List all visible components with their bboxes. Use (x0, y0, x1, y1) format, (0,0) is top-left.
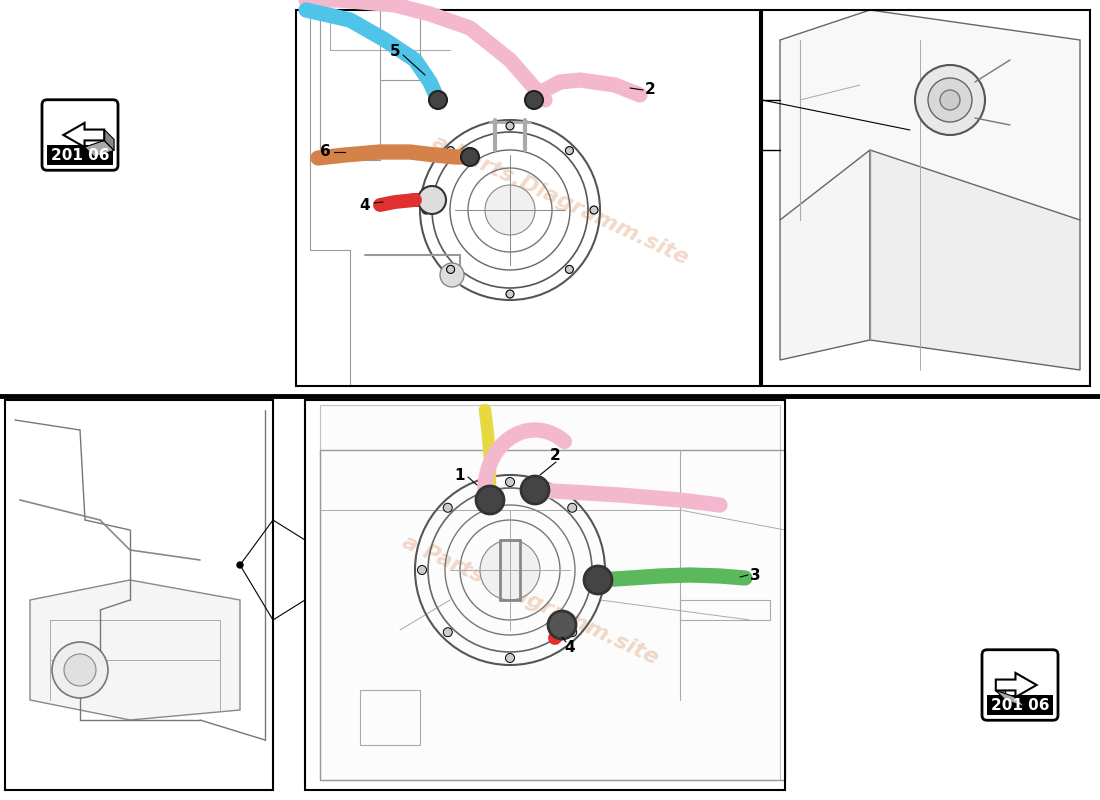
Circle shape (461, 148, 478, 166)
Circle shape (480, 540, 540, 600)
FancyBboxPatch shape (42, 100, 118, 170)
Circle shape (565, 146, 573, 154)
Circle shape (443, 503, 452, 512)
Circle shape (485, 185, 535, 235)
Text: a Parts.Diagramm.site: a Parts.Diagramm.site (429, 132, 691, 268)
Circle shape (915, 65, 984, 135)
Circle shape (506, 478, 515, 486)
Polygon shape (30, 580, 240, 720)
Polygon shape (85, 141, 114, 157)
Circle shape (521, 476, 549, 504)
Circle shape (447, 146, 454, 154)
Circle shape (565, 266, 573, 274)
Bar (6, 400, 273, 790)
Circle shape (928, 78, 972, 122)
Circle shape (422, 206, 430, 214)
Text: 4: 4 (564, 641, 575, 655)
Text: 201 06: 201 06 (51, 148, 109, 163)
Circle shape (236, 562, 243, 568)
Text: a Parts.Diagramm.site: a Parts.Diagramm.site (398, 532, 661, 668)
Circle shape (506, 122, 514, 130)
Bar (987, 695, 1053, 715)
Circle shape (548, 611, 576, 639)
Circle shape (440, 263, 464, 287)
Text: 2: 2 (645, 82, 656, 98)
Bar (680, 600, 770, 620)
Circle shape (447, 266, 454, 274)
Circle shape (940, 90, 960, 110)
Circle shape (443, 628, 452, 637)
Circle shape (525, 91, 543, 109)
Polygon shape (64, 123, 104, 147)
Circle shape (64, 654, 96, 686)
Polygon shape (870, 150, 1080, 370)
Bar (296, 10, 760, 386)
Circle shape (429, 91, 447, 109)
Polygon shape (104, 130, 114, 150)
Polygon shape (996, 690, 1025, 707)
Polygon shape (996, 679, 1005, 700)
Text: 2: 2 (550, 447, 560, 462)
Bar (360, 690, 420, 745)
Circle shape (584, 566, 612, 594)
Bar (47, 146, 113, 166)
Text: 201 06: 201 06 (991, 698, 1049, 713)
Text: 6: 6 (320, 145, 330, 159)
Circle shape (590, 206, 598, 214)
Bar (320, 405, 780, 780)
Text: 5: 5 (389, 45, 400, 59)
Polygon shape (996, 673, 1036, 697)
Circle shape (506, 654, 515, 662)
Text: 4: 4 (360, 198, 371, 213)
Circle shape (506, 290, 514, 298)
Polygon shape (780, 10, 1080, 250)
Polygon shape (780, 150, 870, 360)
Circle shape (594, 566, 603, 574)
Circle shape (52, 642, 108, 698)
Circle shape (568, 628, 576, 637)
Circle shape (476, 486, 504, 514)
Text: 3: 3 (750, 567, 760, 582)
Bar (305, 400, 785, 790)
Circle shape (418, 566, 427, 574)
Bar (762, 10, 1090, 386)
Text: 1: 1 (454, 467, 465, 482)
Circle shape (568, 503, 576, 512)
Circle shape (418, 186, 446, 214)
FancyBboxPatch shape (982, 650, 1058, 720)
